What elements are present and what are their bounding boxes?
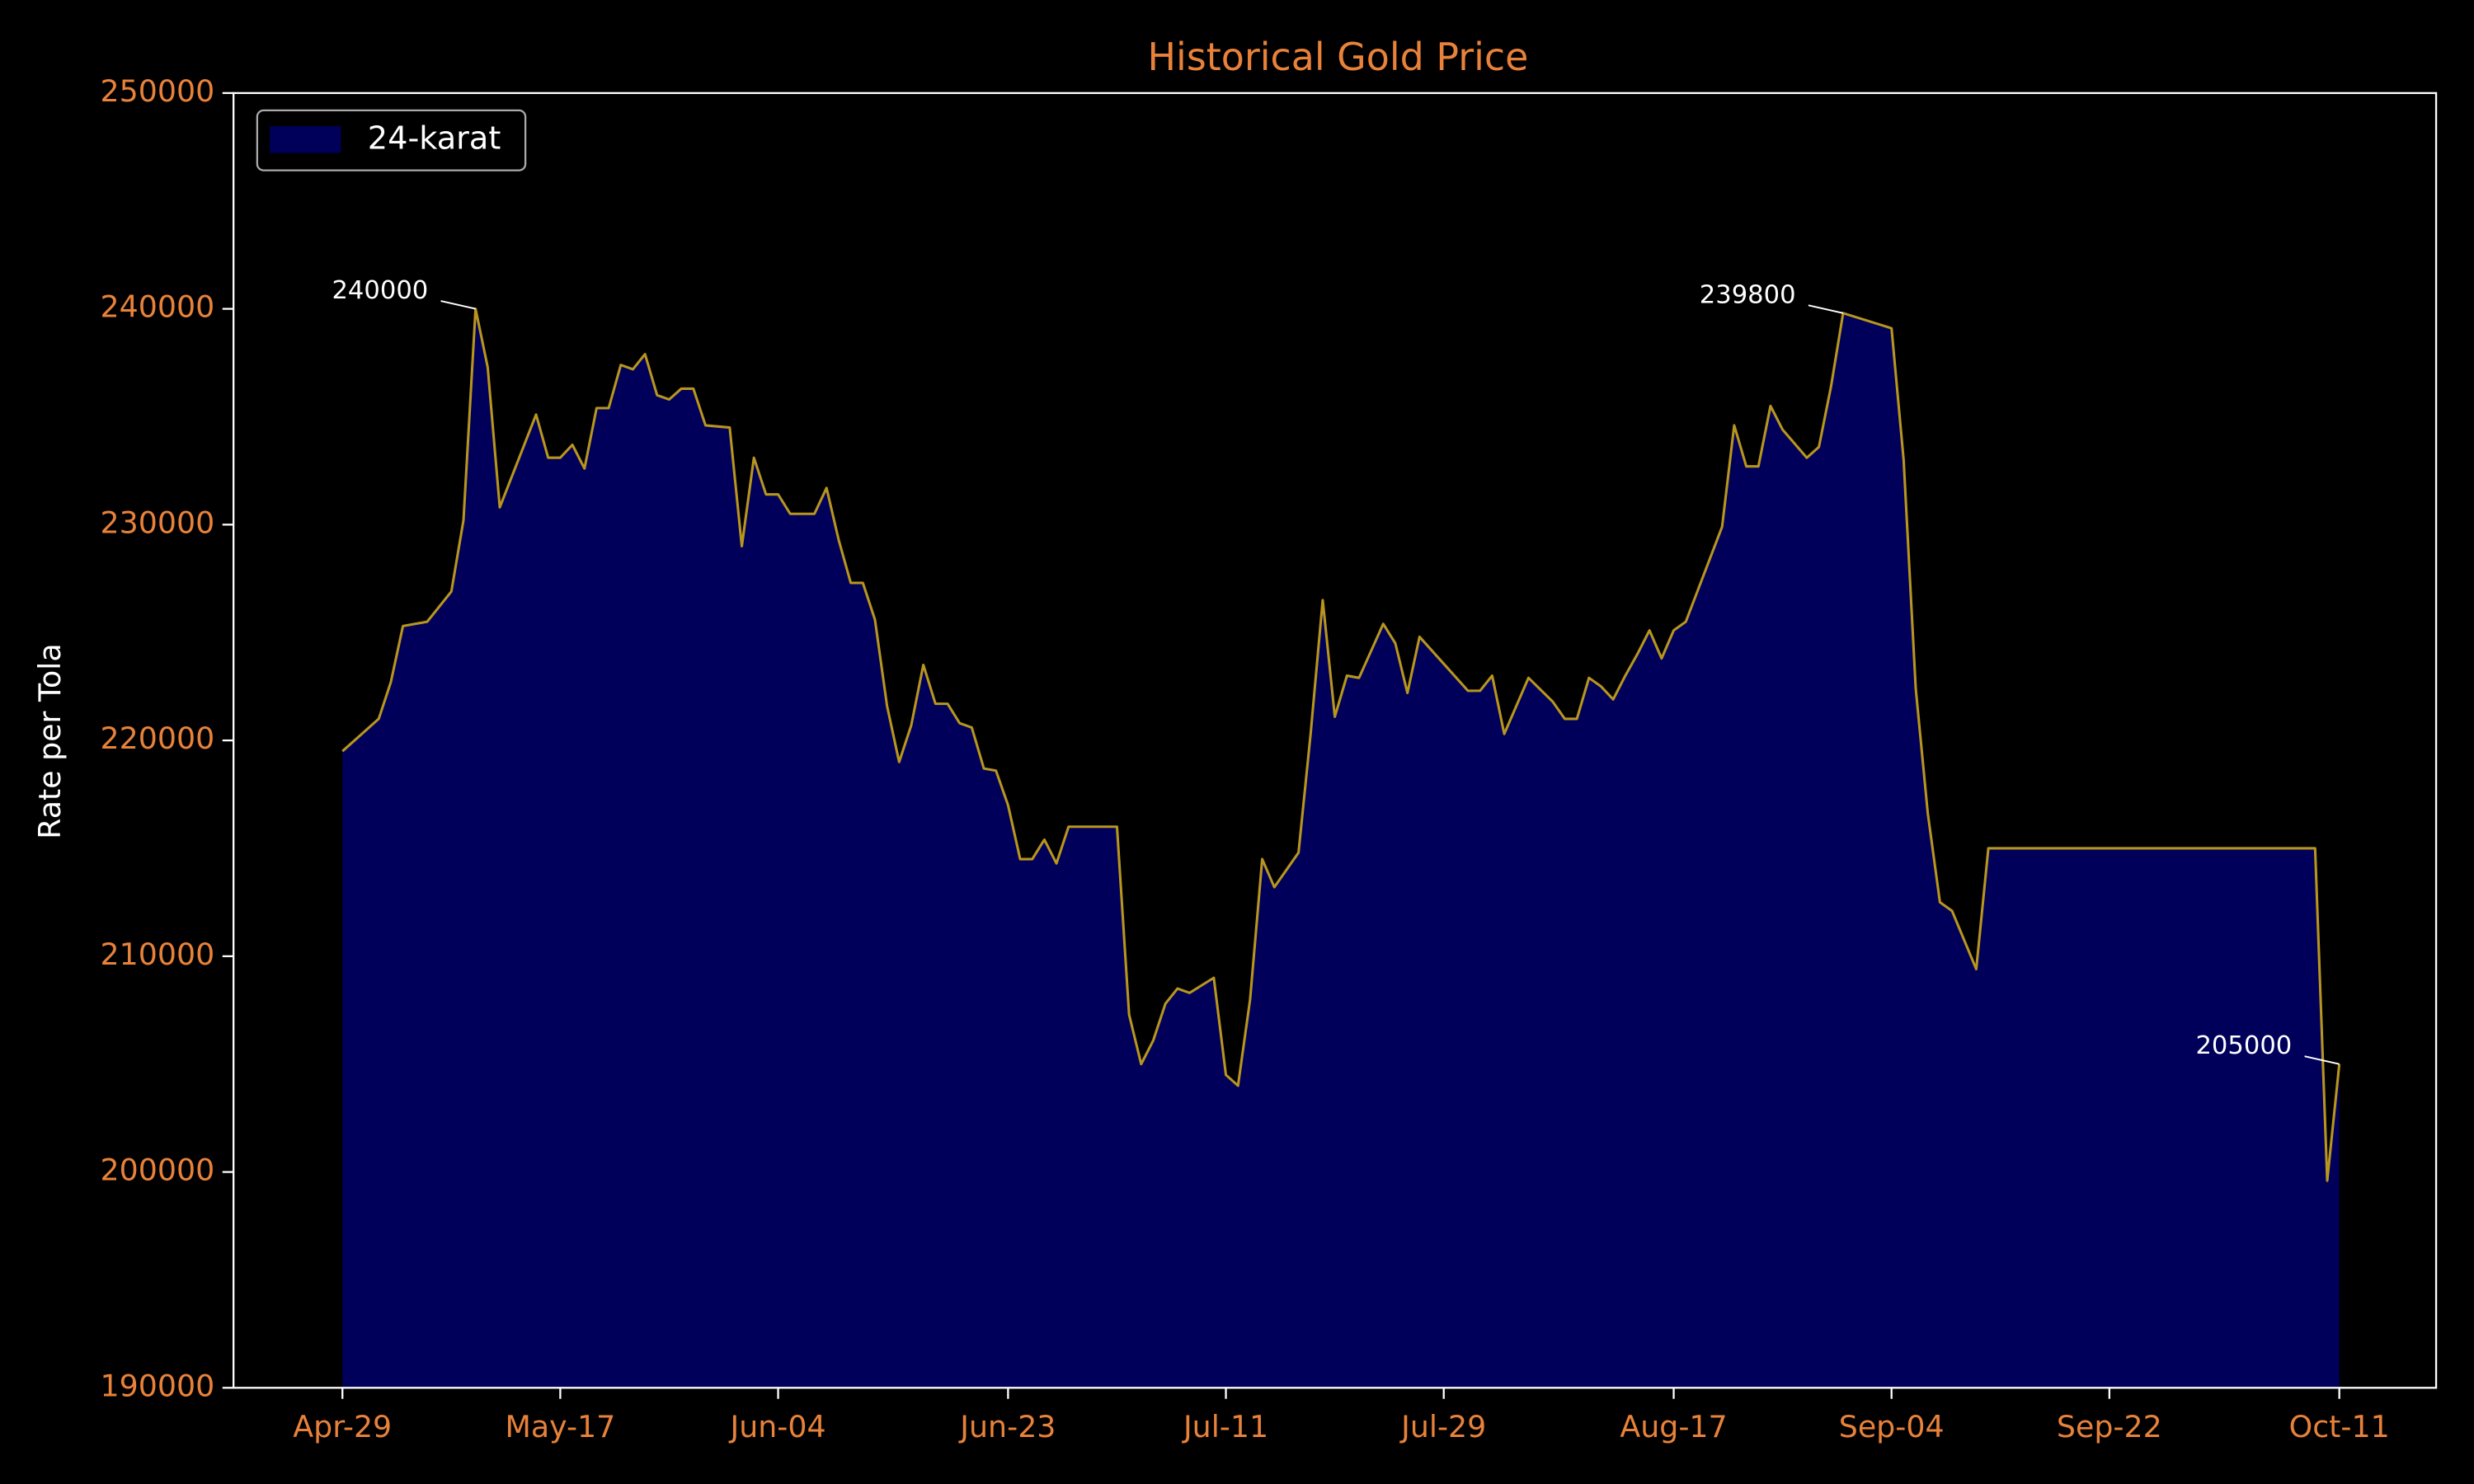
x-tick-label: May-17 [505, 1409, 615, 1444]
annotation-line [440, 300, 476, 310]
annotation-label: 239800 [1700, 280, 1796, 309]
area [342, 308, 2340, 1388]
x-tick-label: Sep-22 [2057, 1409, 2162, 1444]
y-tick-label: 190000 [101, 1368, 215, 1403]
x-tick-label: Sep-04 [1839, 1409, 1945, 1444]
legend-box [256, 109, 527, 171]
line [341, 308, 2341, 1182]
legend-label: 24-karat [368, 120, 501, 157]
y-axis-label: Rate per Tola [32, 643, 68, 838]
x-tick-label: Aug-17 [1620, 1409, 1727, 1444]
y-tick-label: 240000 [101, 289, 215, 325]
y-tick-label: 250000 [101, 73, 215, 109]
annotation-line [2304, 1055, 2340, 1065]
x-tick-label: Oct-11 [2289, 1409, 2390, 1444]
y-tick-label: 210000 [101, 937, 215, 972]
legend-swatch [270, 126, 341, 153]
y-tick-label: 220000 [101, 721, 215, 756]
chart-title: Historical Gold Price [1148, 35, 1529, 79]
annotation-label: 205000 [2195, 1031, 2292, 1060]
x-tick-label: Jun-23 [958, 1409, 1056, 1444]
x-tick-label: Jul-29 [1399, 1409, 1486, 1444]
x-tick-label: Jun-04 [728, 1409, 825, 1444]
annotation-line [1808, 304, 1844, 314]
y-tick-label: 230000 [101, 505, 215, 540]
x-tick-label: Apr-29 [293, 1409, 392, 1444]
x-tick-label: Jul-11 [1182, 1409, 1268, 1444]
annotation-label: 240000 [332, 276, 428, 305]
y-tick-label: 200000 [101, 1153, 215, 1188]
